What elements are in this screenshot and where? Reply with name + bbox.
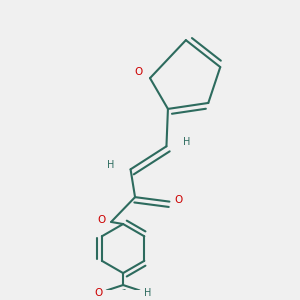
- Text: O: O: [174, 195, 182, 205]
- Text: H: H: [183, 137, 190, 147]
- Text: H: H: [144, 288, 152, 298]
- Text: O: O: [94, 288, 102, 298]
- Text: O: O: [134, 67, 142, 77]
- Text: O: O: [98, 215, 106, 225]
- Text: H: H: [107, 160, 115, 170]
